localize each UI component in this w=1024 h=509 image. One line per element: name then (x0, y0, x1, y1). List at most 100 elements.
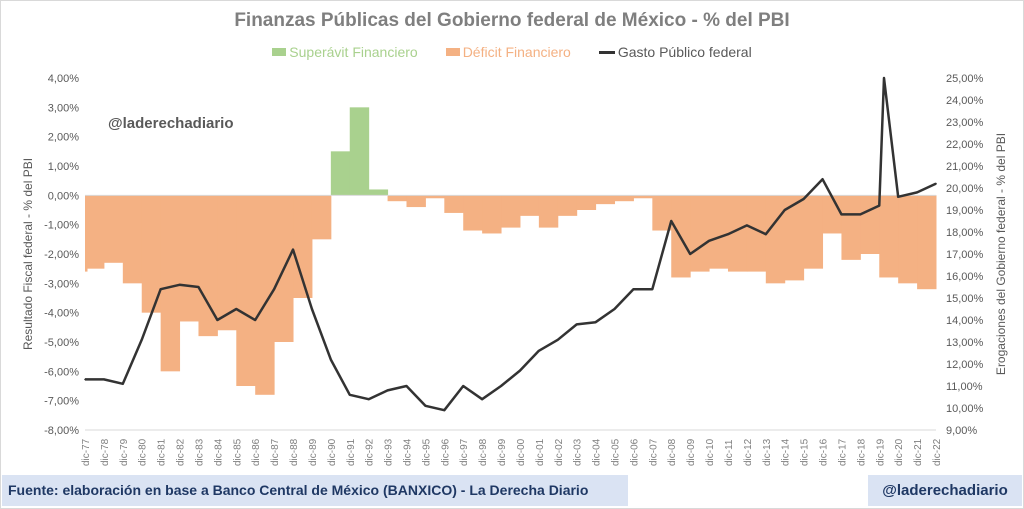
x-tick-label: dic-95 (421, 438, 432, 466)
deficit-bar (387, 195, 407, 202)
deficit-bar (141, 195, 162, 313)
x-tick-label: dic-16 (819, 438, 830, 466)
deficit-bar (898, 195, 918, 284)
spending-point (840, 213, 843, 216)
spending-point (613, 308, 616, 310)
x-tick-label: dic-88 (289, 438, 300, 466)
left-tick-label: 3,00% (48, 102, 79, 114)
right-tick-label: 11,00% (946, 381, 983, 393)
x-tick-label: dic-97 (459, 438, 470, 466)
left-tick-label: -8,00% (44, 425, 79, 437)
left-tick-label: 4,00% (48, 73, 79, 85)
right-tick-label: 12,00% (946, 359, 984, 371)
x-tick-label: dic-13 (762, 438, 773, 466)
deficit-bar (463, 195, 483, 231)
x-tick-label: dic-81 (157, 438, 168, 466)
x-tick-label: dic-18 (856, 438, 867, 466)
spending-point (386, 389, 389, 392)
deficit-bar (557, 195, 578, 216)
x-tick-label: dic-05 (611, 438, 622, 466)
left-tick-label: -6,00% (44, 366, 79, 378)
spending-point (443, 409, 446, 412)
x-tick-label: dic-77 (81, 438, 92, 466)
spending-point (859, 213, 862, 216)
deficit-bar (803, 195, 824, 269)
x-tick-label: dic-86 (251, 438, 262, 466)
x-tick-label: dic-99 (497, 438, 508, 466)
x-tick-label: dic-11 (724, 439, 735, 466)
spending-point (689, 253, 691, 255)
spending-point (159, 288, 162, 291)
spending-point (348, 394, 351, 396)
spending-point (405, 385, 408, 387)
spending-point (292, 248, 294, 251)
spending-point (670, 220, 673, 222)
deficit-bar (538, 195, 559, 228)
deficit-bar (765, 195, 786, 284)
left-tick-label: -5,00% (44, 337, 79, 349)
deficit-bar (709, 195, 729, 269)
left-tick-label: -2,00% (44, 249, 79, 261)
deficit-bar (576, 195, 597, 210)
deficit-bar (482, 195, 502, 234)
x-tick-label: dic-07 (648, 438, 659, 466)
x-tick-label: dic-04 (592, 438, 603, 466)
spending-point (367, 398, 370, 401)
spending-point (481, 398, 483, 401)
chart-svg: 4,00% 3,00% 2,00% 1,00% 0,00% -1,00% -2,00% -3,… (21, 73, 1008, 466)
spending-point (727, 233, 729, 235)
spending-point (538, 350, 540, 352)
surplus-bar (330, 151, 351, 196)
left-tick-label: -4,00% (44, 308, 79, 320)
deficit-bar (595, 195, 616, 205)
deficit-bar (444, 195, 464, 213)
spending-point (746, 224, 748, 227)
spending-point (330, 358, 332, 361)
right-tick-label: 18,00% (946, 227, 984, 239)
spending-point (708, 240, 710, 242)
right-tick-label: 10,00% (946, 403, 984, 415)
spending-point (216, 319, 219, 321)
x-tick-label: dic-79 (119, 438, 130, 466)
x-tick-label: dic-82 (176, 438, 187, 466)
deficit-bar (425, 195, 445, 199)
x-tick-label: dic-83 (194, 438, 205, 466)
x-tick-label: dic-21 (913, 438, 924, 466)
right-tick-label: 9,00% (946, 425, 977, 437)
legend-spending: Gasto Público federal (598, 44, 752, 60)
deficit-bar (784, 195, 805, 281)
left-tick-label: -3,00% (44, 278, 79, 290)
deficit-bar (160, 195, 181, 372)
right-tick-label: 20,00% (946, 183, 984, 195)
right-tick-label: 14,00% (946, 315, 984, 327)
spending-point (821, 178, 824, 180)
deficit-bar (198, 195, 218, 337)
deficit-bar (519, 195, 540, 216)
right-tick-label: 13,00% (946, 337, 984, 349)
x-tick-label: dic-00 (516, 438, 527, 466)
right-tick-label: 21,00% (946, 161, 984, 173)
x-tick-label: dic-15 (800, 438, 811, 466)
spending-point (254, 319, 256, 321)
deficit-bar (406, 195, 426, 208)
deficit-bar (727, 195, 748, 272)
legend: Superávit Financiero Déficit Financiero … (0, 44, 1024, 60)
x-tick-label: dic-20 (894, 438, 905, 466)
spending-point (273, 288, 275, 291)
handle-badge: @laderechadiario (868, 475, 1022, 506)
spending-point (594, 321, 597, 324)
surplus-bar (349, 107, 370, 196)
left-tick-label: 0,00% (48, 190, 79, 202)
x-tick-label: dic-94 (402, 438, 413, 466)
source-note: Fuente: elaboración en base a Banco Cent… (2, 475, 628, 506)
right-axis-title: Erogaciones del Gobierno federal - % del… (994, 133, 1008, 375)
x-tick-label: dic-84 (213, 438, 224, 466)
x-tick-label: dic-78 (100, 438, 111, 466)
x-tick-label: dic-89 (308, 438, 319, 466)
right-tick-label: 15,00% (946, 293, 984, 305)
spending-point (140, 339, 143, 341)
deficit-bar (293, 195, 313, 298)
spending-point (556, 339, 559, 341)
x-tick-label: dic-98 (478, 438, 489, 466)
spending-point (575, 323, 578, 326)
